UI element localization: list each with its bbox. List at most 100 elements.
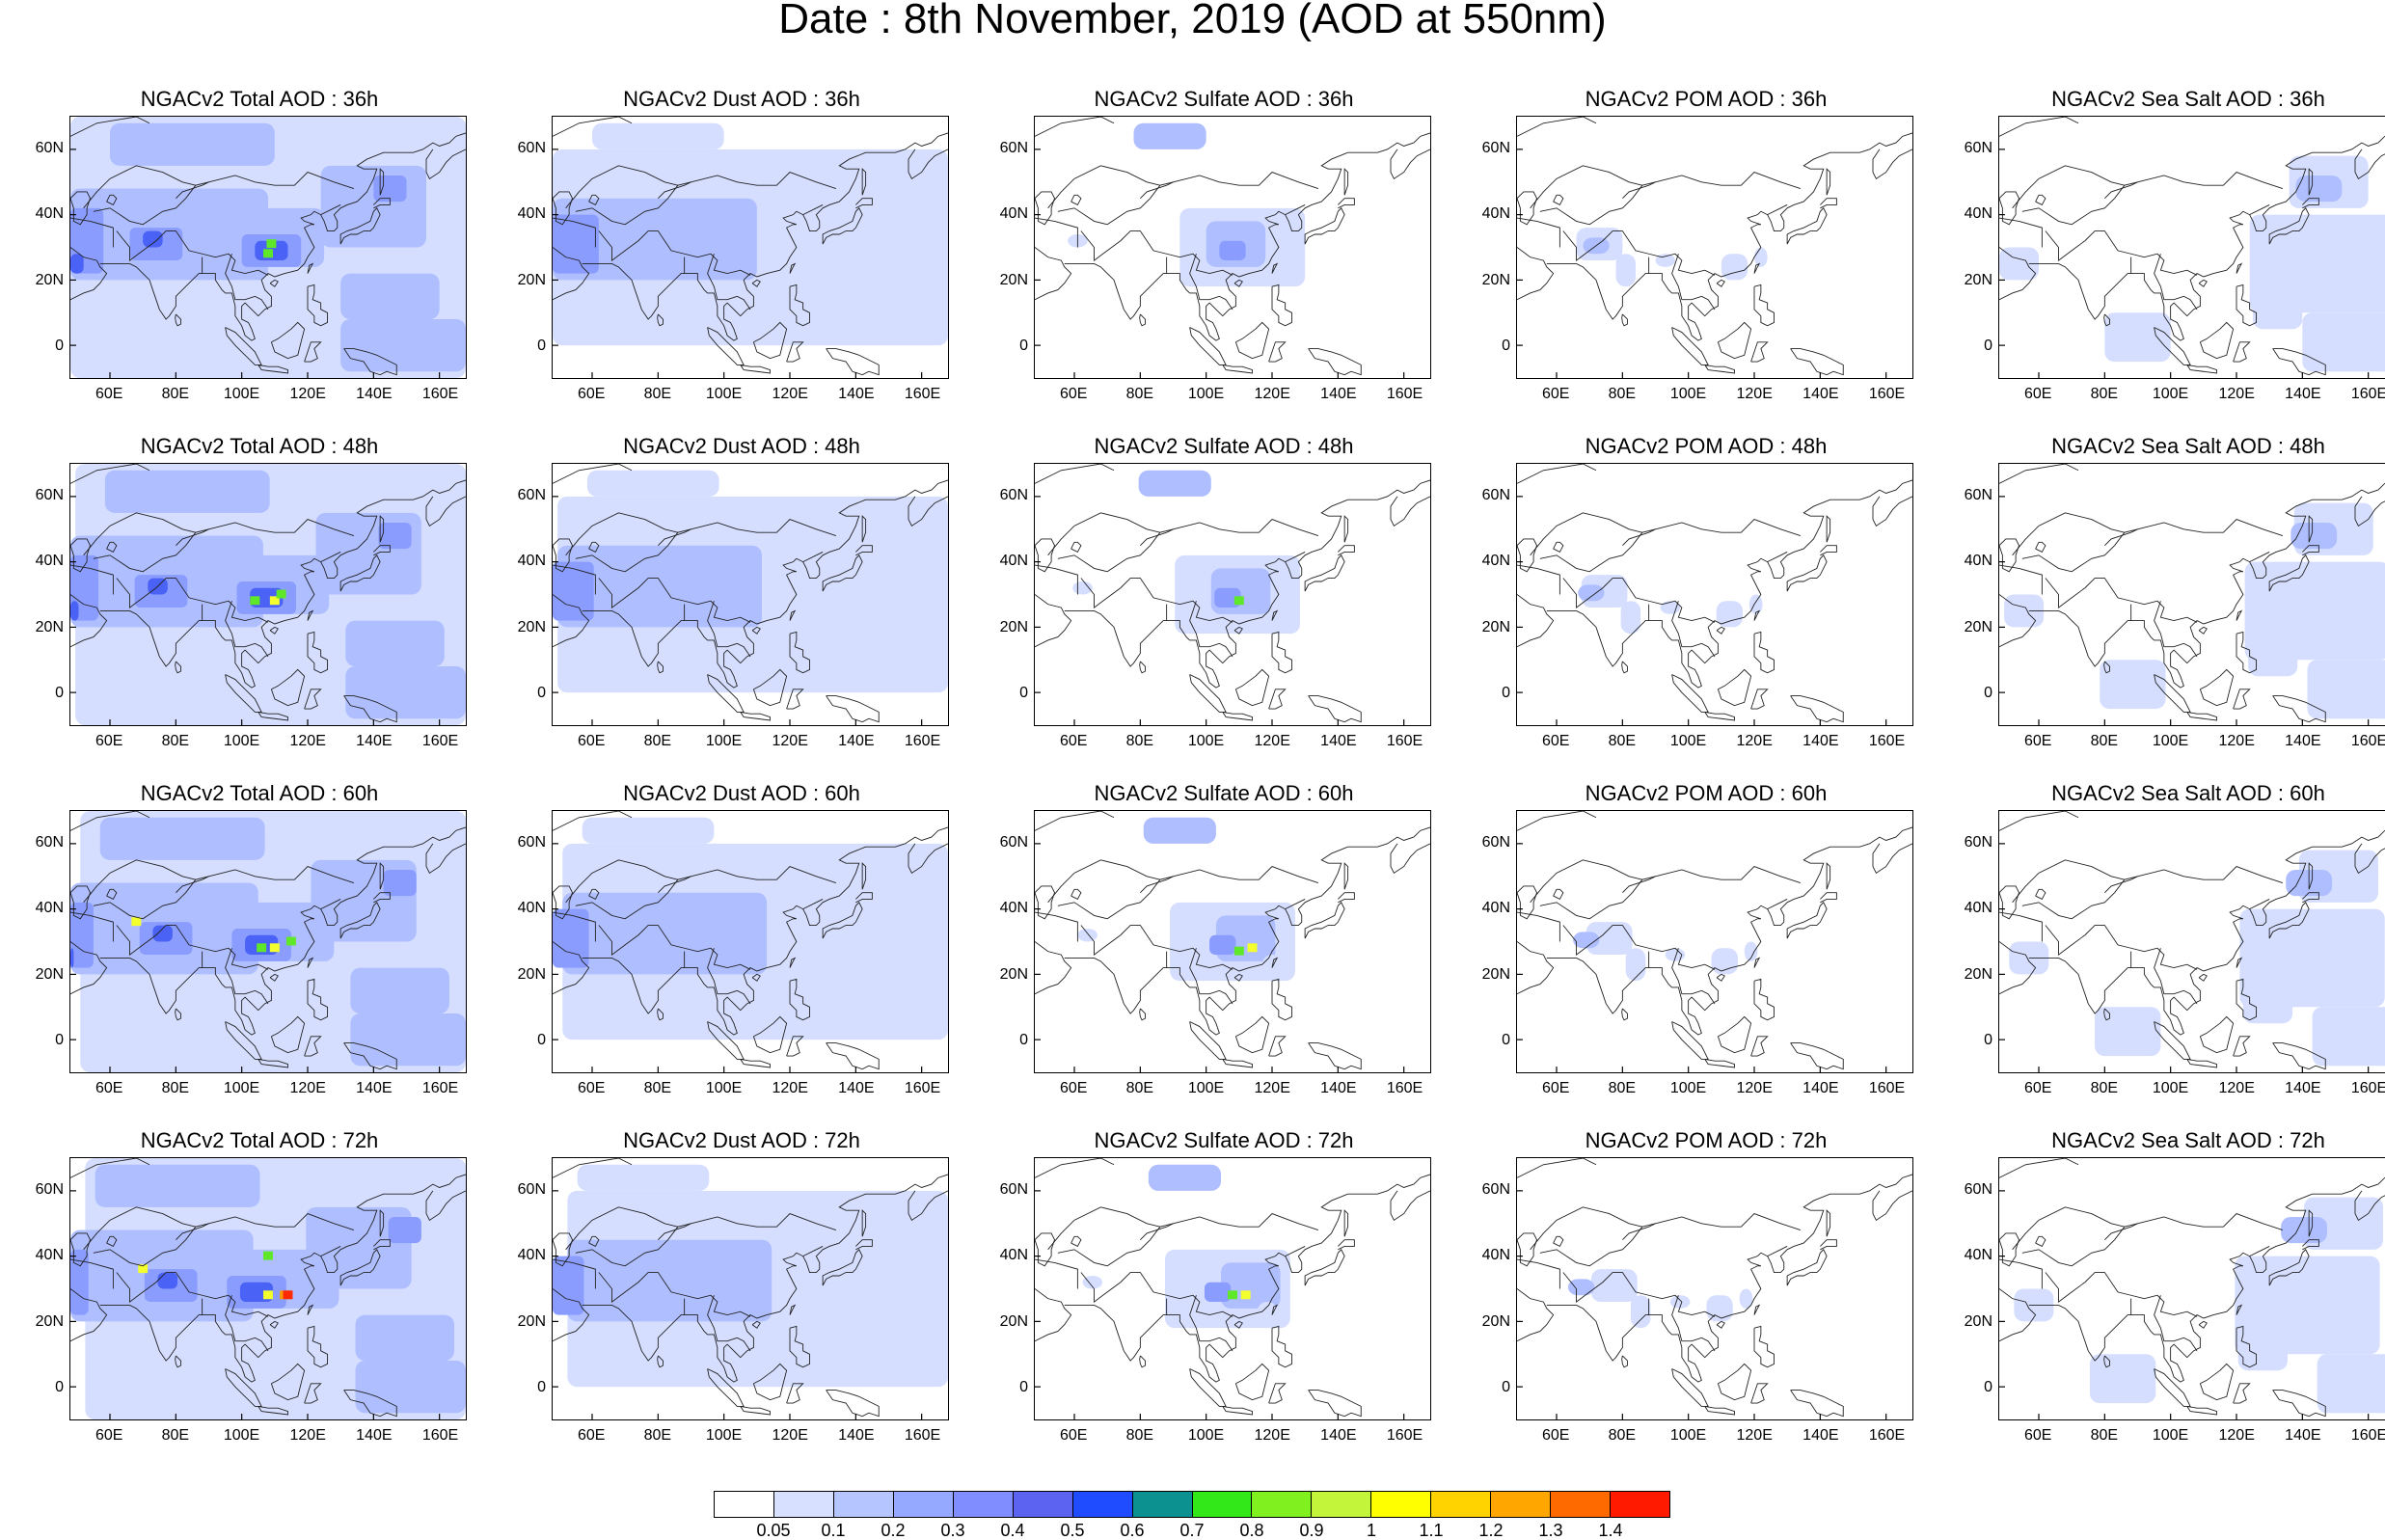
lat-label: 0 [1502,337,1510,354]
coastline [1717,321,1752,360]
aod-field-map [70,1158,466,1419]
coastline [2302,198,2319,209]
map-plot-area [552,810,949,1073]
lon-label: 140E [1802,1427,1839,1444]
aod-region [355,1361,466,1414]
lon-label: 80E [643,386,672,402]
colorbar-box [893,1492,954,1517]
aod-region [1615,254,1636,287]
colorbar-box [1252,1492,1313,1517]
coastline [1622,876,1656,893]
coastline [1999,464,2079,484]
coastline [553,1288,590,1342]
coastline [270,668,306,707]
coastline [176,181,209,199]
lon-label: 100E [223,733,260,749]
aod-region [2290,522,2338,550]
map-panel-total-36h: NGACv2 Total AOD : 36h 60N 40N 20N 0 60E 80E 10… [23,87,496,402]
coastline [740,711,771,721]
coastline [752,1363,788,1401]
coastline [1233,279,1243,287]
coastline [598,578,751,623]
aod-hotspot [269,943,280,953]
coastline [2233,689,2251,710]
coastline [99,1174,466,1383]
panel-title: NGACv2 Sea Salt AOD : 72h [2051,1128,2325,1152]
coastline [740,364,771,374]
lat-label: 40N [517,205,546,223]
aod-field-map [1035,811,1430,1072]
coastline [1189,327,1227,365]
coastline [1530,512,1642,556]
aod-field-map [70,464,466,725]
coastline [373,892,391,904]
lat-label: 60N [517,1181,546,1199]
coastline [2233,1036,2251,1057]
lat-label: 60N [999,487,1028,504]
lat-label: 0 [55,1031,64,1048]
coastline [2272,1042,2326,1070]
coastline [2236,957,2243,968]
coastline [789,609,797,621]
coastline [1671,327,1709,365]
aod-region [1748,594,1763,614]
coastline [1222,1058,1253,1068]
lon-label: 60E [577,1080,606,1096]
coastline [553,1258,596,1289]
coastline [1140,528,1174,546]
lon-label: 80E [1125,733,1154,749]
lat-label: 60N [1964,834,1992,851]
coastline [2045,230,2198,276]
coastline [588,888,600,901]
coastline [1517,811,1597,831]
panel-title: NGACv2 Dust AOD : 36h [623,87,860,111]
coastline [588,1235,600,1248]
coastline [1750,341,1769,363]
coastline [657,661,664,674]
lon-label: 160E [1386,1080,1423,1096]
lon-label: 80E [161,1427,190,1444]
lon-label: 60E [95,733,123,749]
lon-label: 140E [356,1080,393,1096]
coastline [1271,284,1292,327]
panel-title: NGACv2 Sulfate AOD : 48h [1094,434,1354,458]
coastline [1517,247,1555,301]
coastline [1080,1272,1233,1317]
coastline [1304,554,1345,592]
coastline [93,519,355,573]
aod-region [373,175,407,203]
aod-region [1148,1164,1222,1191]
lat-label: 20N [35,1312,64,1330]
coastline [752,668,788,707]
coastline [1189,254,1233,311]
coastline [1222,1405,1253,1416]
coastline [1517,911,1560,942]
coastline [339,902,381,939]
coastline [1716,1320,1725,1329]
coastline [1064,479,1430,689]
coastline [1530,165,1642,209]
lon-label: 140E [2285,1080,2321,1096]
aod-region [2302,312,2385,372]
coastline [1767,1246,1788,1257]
coastline [740,1058,771,1068]
panel-title: NGACv2 Sulfate AOD : 60h [1094,781,1354,805]
lon-label: 100E [705,1080,743,1096]
coastline [2308,862,2314,890]
coastline [1234,321,1270,360]
lat-label: 60N [1964,487,1992,504]
lon-label: 120E [1736,733,1773,749]
coastline [751,973,761,982]
coastline [2233,341,2251,363]
lon-label: 100E [1669,386,1707,402]
coastline [1553,1235,1564,1248]
coastline [1189,1021,1227,1060]
lon-label: 160E [2350,1080,2385,1096]
coastline [1271,1304,1279,1315]
coastline [320,204,341,216]
coastline [1750,1036,1769,1057]
aod-hotspot [257,943,267,953]
coastline [2035,1235,2046,1248]
colorbar-label: 0.4 [1000,1521,1025,1540]
coastline [1530,859,1642,904]
